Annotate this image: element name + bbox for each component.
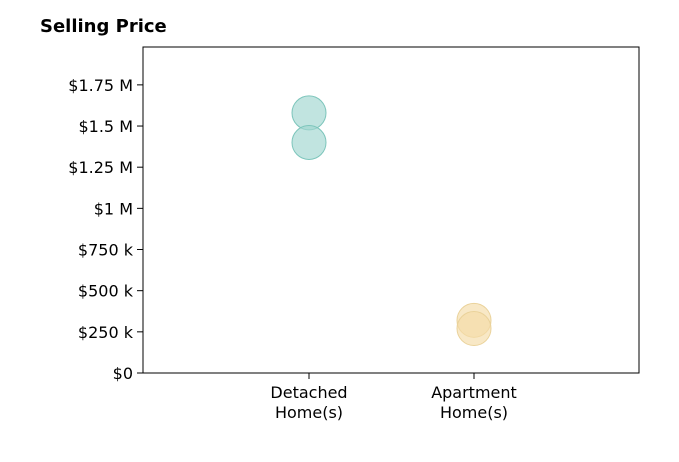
data-points [291, 95, 492, 347]
y-tick-label: $1 M [94, 199, 133, 218]
data-point [291, 124, 327, 160]
y-tick-label: $1.75 M [68, 76, 133, 95]
plot-frame [142, 46, 640, 374]
chart-title: Selling Price [40, 16, 167, 37]
y-axis: $0 $250 k $500 k $750 k $1 M $1.25 M $1.5 M $1.… [68, 76, 143, 383]
y-tick-label: $500 k [78, 282, 134, 301]
y-tick-label: $0 [113, 364, 133, 383]
data-point [291, 95, 327, 131]
y-tick-label: $250 k [78, 323, 134, 342]
y-tick-label: $1.5 M [78, 117, 133, 136]
x-axis: Detached Home(s) Apartment Home(s) [270, 373, 517, 422]
data-point [456, 311, 492, 347]
y-tick-label: $750 k [78, 241, 134, 260]
x-tick-label: Apartment Home(s) [431, 383, 517, 422]
y-tick-label: $1.25 M [68, 158, 133, 177]
x-tick-label: Detached Home(s) [270, 383, 347, 422]
